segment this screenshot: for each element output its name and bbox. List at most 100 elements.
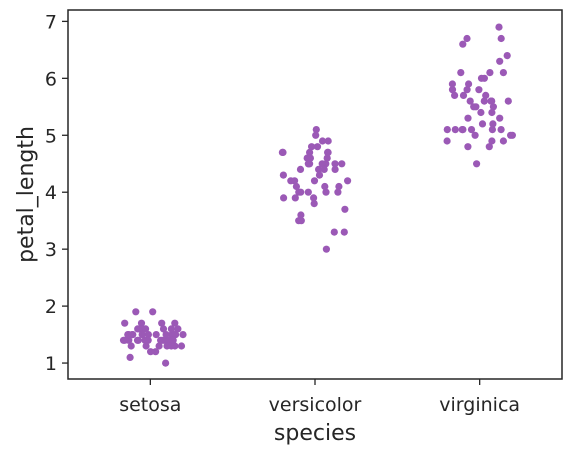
data-point-virginica	[477, 74, 486, 82]
data-points	[119, 23, 516, 367]
data-point-virginica	[488, 108, 496, 117]
data-point-setosa	[127, 342, 135, 350]
data-point-setosa	[128, 331, 136, 339]
data-point-virginica	[496, 57, 504, 65]
data-point-versicolor	[330, 228, 338, 236]
data-point-setosa	[144, 336, 152, 344]
data-point-setosa	[171, 331, 179, 339]
y-tick-label: 6	[45, 68, 57, 90]
data-point-versicolor	[334, 188, 342, 196]
data-point-setosa	[152, 331, 160, 339]
data-point-setosa	[144, 331, 152, 339]
data-point-virginica	[459, 40, 467, 48]
data-point-versicolor	[324, 148, 332, 156]
data-point-virginica	[497, 34, 505, 43]
data-point-virginica	[487, 97, 495, 105]
data-point-virginica	[499, 137, 507, 145]
data-point-setosa	[119, 336, 128, 344]
data-point-setosa	[171, 319, 179, 327]
data-point-versicolor	[312, 126, 320, 134]
data-point-setosa	[162, 359, 170, 367]
data-point-versicolor	[292, 182, 300, 191]
data-point-setosa	[152, 348, 160, 356]
data-point-virginica	[467, 126, 476, 134]
y-tick-label: 5	[45, 125, 57, 147]
data-point-versicolor	[341, 205, 349, 213]
data-point-virginica	[507, 131, 515, 139]
data-point-virginica	[448, 80, 456, 88]
data-point-setosa	[142, 342, 150, 350]
data-point-setosa	[155, 342, 163, 350]
data-point-setosa	[137, 319, 146, 327]
data-point-versicolor	[335, 182, 343, 191]
data-point-setosa	[158, 319, 166, 327]
data-point-versicolor	[304, 188, 312, 196]
data-point-versicolor	[310, 177, 319, 185]
data-point-versicolor	[340, 228, 348, 236]
data-point-virginica	[465, 80, 473, 88]
x-tick-label-setosa: setosa	[119, 394, 181, 416]
data-point-versicolor	[310, 194, 318, 202]
data-point-virginica	[488, 126, 496, 134]
data-point-virginica	[480, 97, 488, 105]
data-point-versicolor	[306, 148, 314, 156]
data-point-virginica	[459, 91, 468, 99]
data-point-versicolor	[338, 160, 346, 168]
data-point-versicolor	[315, 165, 323, 173]
data-point-virginica	[457, 69, 465, 77]
data-point-virginica	[443, 126, 451, 134]
data-point-versicolor	[320, 165, 328, 173]
data-point-virginica	[482, 91, 490, 99]
data-point-versicolor	[297, 211, 305, 219]
data-point-virginica	[489, 120, 497, 128]
data-point-versicolor	[331, 165, 339, 173]
data-point-versicolor	[306, 160, 314, 168]
y-axis-ticks: 1 2 3 4 5 6 7	[45, 11, 68, 375]
data-point-setosa	[177, 342, 186, 350]
data-point-virginica	[464, 143, 472, 151]
data-point-setosa	[159, 325, 168, 333]
data-point-versicolor	[315, 171, 324, 179]
data-point-virginica	[504, 97, 512, 105]
data-point-versicolor	[306, 154, 314, 162]
data-point-virginica	[495, 23, 503, 31]
y-tick-label: 7	[45, 11, 57, 33]
data-point-setosa	[162, 331, 170, 339]
data-point-versicolor	[344, 177, 352, 185]
data-point-versicolor	[318, 137, 327, 145]
data-point-versicolor	[321, 182, 329, 191]
y-tick-label: 3	[45, 239, 57, 261]
data-point-setosa	[169, 336, 177, 344]
plot-area	[67, 9, 563, 380]
data-point-versicolor	[318, 160, 326, 168]
data-point-virginica	[443, 137, 451, 145]
data-point-versicolor	[279, 171, 287, 179]
y-tick-label: 2	[45, 296, 57, 318]
y-tick-label: 4	[45, 182, 57, 204]
data-point-virginica	[466, 97, 474, 105]
data-point-virginica	[459, 126, 467, 134]
data-point-setosa	[134, 336, 142, 344]
x-axis-label: species	[274, 421, 356, 446]
y-tick-label: 1	[45, 353, 57, 375]
data-point-virginica	[497, 126, 505, 134]
data-point-setosa	[138, 331, 146, 339]
data-point-virginica	[471, 131, 479, 139]
data-point-virginica	[463, 86, 471, 94]
data-point-setosa	[142, 325, 150, 333]
data-point-setosa	[179, 331, 187, 339]
data-point-versicolor	[279, 148, 287, 156]
data-point-virginica	[489, 103, 497, 111]
data-point-virginica	[477, 108, 485, 117]
data-point-virginica	[473, 160, 481, 168]
x-tick-label-versicolor: versicolor	[269, 394, 362, 416]
data-point-virginica	[475, 86, 483, 94]
data-point-virginica	[503, 52, 511, 60]
data-point-versicolor	[297, 188, 305, 196]
data-point-setosa	[121, 319, 129, 327]
data-point-setosa	[149, 308, 157, 316]
y-axis-label: petal_length	[14, 126, 39, 263]
data-point-setosa	[132, 308, 140, 316]
data-point-setosa	[126, 353, 134, 361]
data-point-setosa	[167, 342, 175, 350]
